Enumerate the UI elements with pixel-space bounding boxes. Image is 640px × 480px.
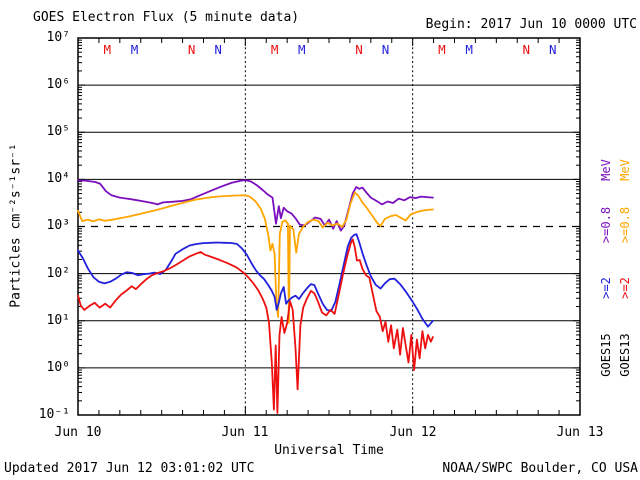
series-goes13-0-8-mev xyxy=(77,191,434,324)
x-axis-label: Universal Time xyxy=(274,443,384,458)
series-goes13-2-mev xyxy=(77,238,434,414)
local-time-marker-m: M xyxy=(465,42,473,57)
local-time-marker-m: M xyxy=(438,42,446,57)
y-tick-label: 10⁻¹ xyxy=(38,407,70,422)
begin-timestamp: Begin: 2017 Jun 10 0000 UTC xyxy=(425,17,637,32)
y-tick-label: 10⁵ xyxy=(46,124,70,139)
local-time-marker-n: N xyxy=(188,42,196,57)
local-time-marker-n: N xyxy=(355,42,363,57)
y-tick-label: 10⁶ xyxy=(46,77,70,92)
local-time-marker-n: N xyxy=(523,42,531,57)
local-time-marker-n: N xyxy=(382,42,390,57)
local-time-marker-m: M xyxy=(104,42,112,57)
page-title: GOES Electron Flux (5 minute data) xyxy=(33,10,300,25)
local-time-marker-m: M xyxy=(298,42,306,57)
local-time-marker-n: N xyxy=(214,42,222,57)
y-tick-label: 10² xyxy=(46,266,70,281)
x-tick-label: Jun 13 xyxy=(556,425,604,440)
x-tick-label: Jun 11 xyxy=(221,425,269,440)
local-time-marker-n: N xyxy=(549,42,557,57)
y-tick-label: 10³ xyxy=(46,218,70,233)
x-tick-label: Jun 10 xyxy=(54,425,102,440)
plot-border xyxy=(77,37,581,416)
series-goes15-2-mev xyxy=(77,233,434,328)
y-tick-label: 10¹ xyxy=(46,313,70,328)
y-tick-label: 10⁴ xyxy=(46,171,70,186)
local-time-marker-m: M xyxy=(131,42,139,57)
source-label: NOAA/SWPC Boulder, CO USA xyxy=(442,461,638,476)
x-tick-label: Jun 12 xyxy=(389,425,437,440)
local-time-marker-m: M xyxy=(271,42,279,57)
y-tick-label: 10⁰ xyxy=(46,360,70,375)
y-tick-label: 10⁷ xyxy=(46,30,70,45)
updated-timestamp: Updated 2017 Jun 12 03:01:02 UTC xyxy=(4,461,255,476)
series-goes15-0-8-mev xyxy=(77,179,434,232)
